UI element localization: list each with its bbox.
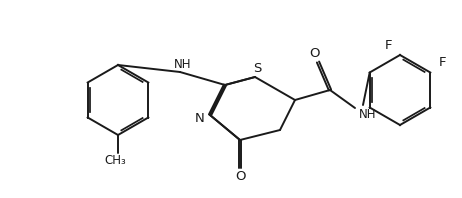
Text: NH: NH	[359, 108, 377, 121]
Text: F: F	[438, 56, 446, 69]
Text: O: O	[235, 170, 245, 184]
Text: O: O	[309, 47, 319, 60]
Text: CH₃: CH₃	[104, 154, 126, 168]
Text: S: S	[253, 62, 261, 74]
Text: F: F	[384, 38, 392, 51]
Text: NH: NH	[174, 58, 192, 71]
Text: N: N	[195, 111, 205, 125]
